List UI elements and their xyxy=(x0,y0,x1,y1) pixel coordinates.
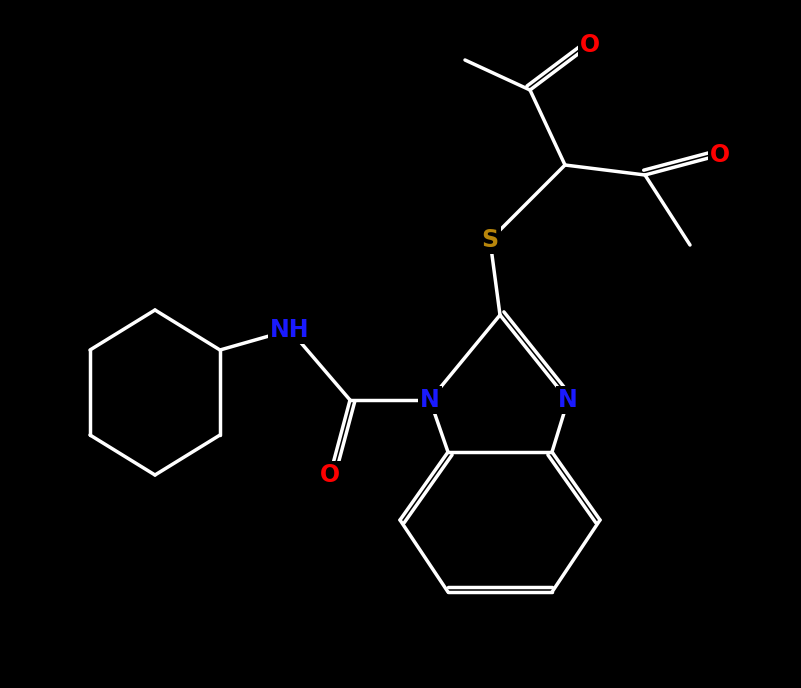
Text: O: O xyxy=(710,143,730,167)
Text: O: O xyxy=(580,33,600,57)
Text: O: O xyxy=(320,463,340,487)
Text: N: N xyxy=(558,388,578,412)
Text: N: N xyxy=(421,388,440,412)
Text: S: S xyxy=(481,228,498,252)
Text: NH: NH xyxy=(270,318,310,342)
